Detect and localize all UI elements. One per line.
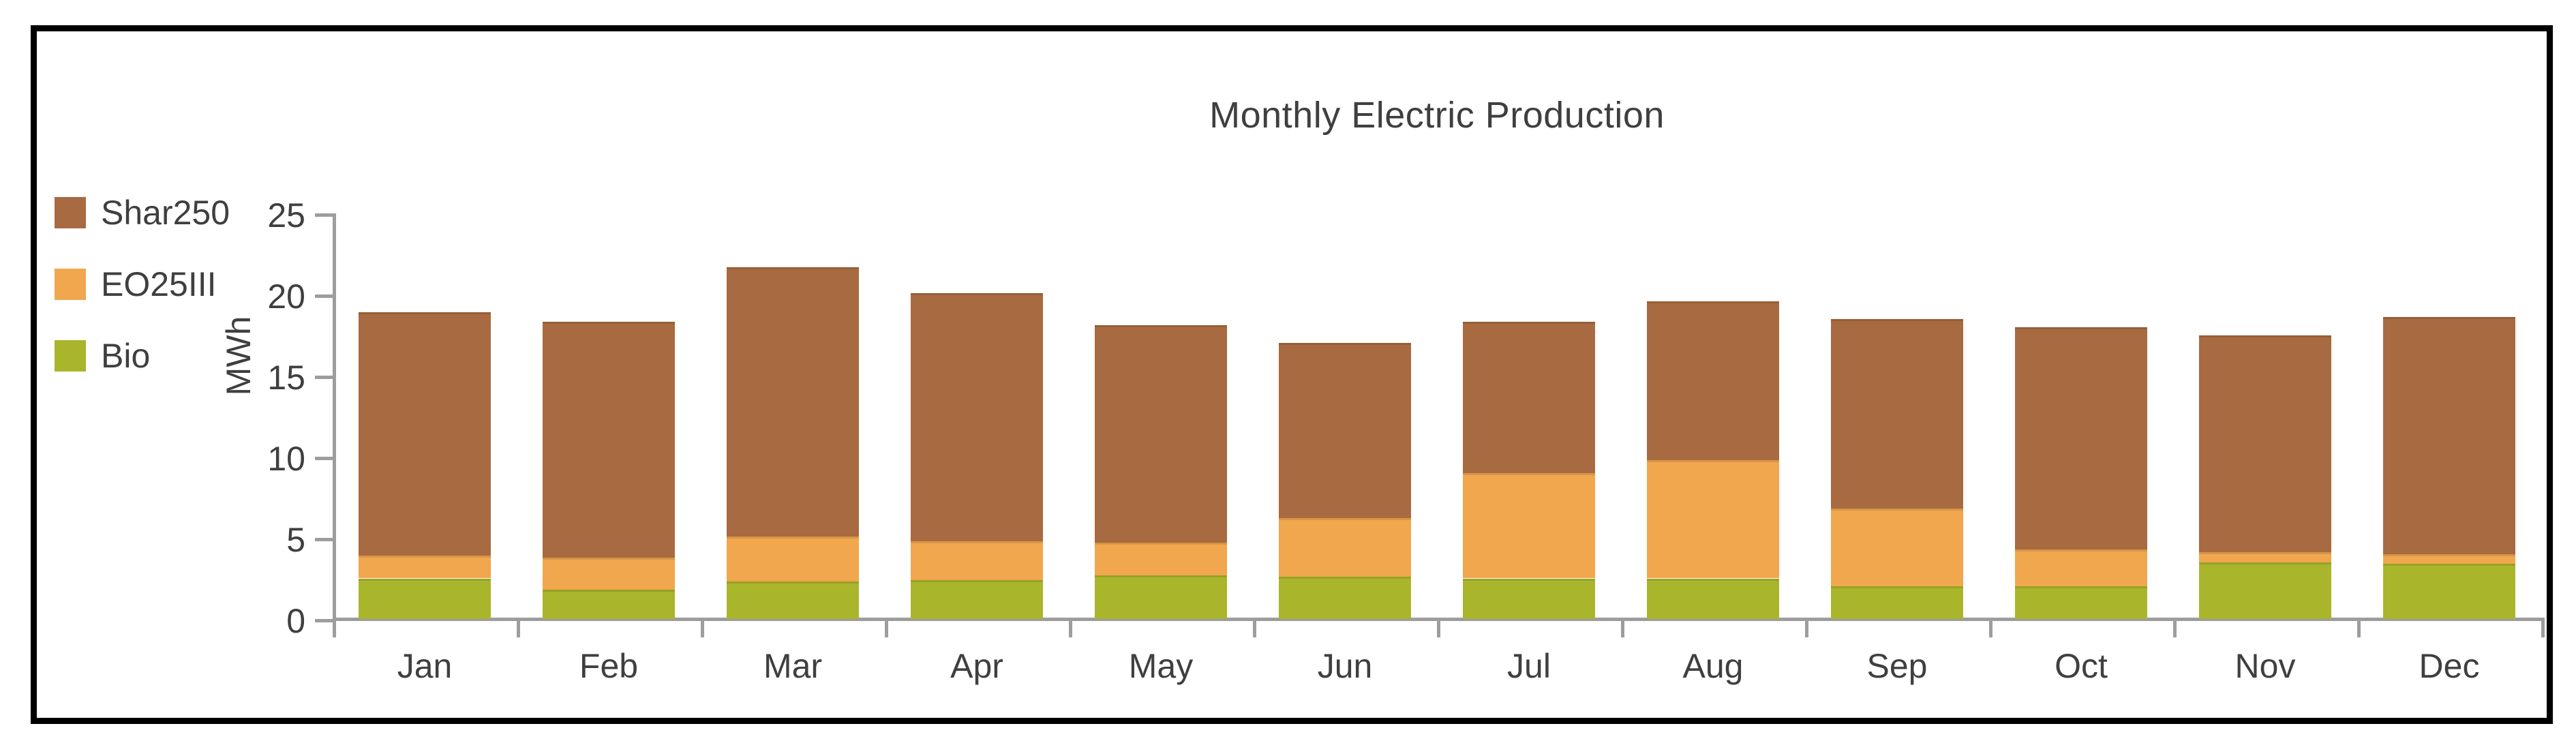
- x-category-label: Nov: [2234, 647, 2296, 685]
- x-category-label: May: [1128, 647, 1194, 685]
- legend-swatch-shar250: [55, 197, 86, 228]
- legend-swatch-bio: [55, 340, 86, 372]
- x-category-label: Dec: [2419, 647, 2480, 685]
- y-tick-mark: [315, 538, 333, 541]
- bar-segment-shar250-sep: [1831, 318, 1963, 509]
- bar-segment-eo25iii-mar: [727, 536, 859, 582]
- bar-segment-shar250-oct: [2015, 327, 2147, 549]
- bar-segment-eo25iii-dec: [2383, 554, 2515, 564]
- x-tick-mark: [885, 619, 888, 637]
- bar-segment-shar250-dec: [2383, 317, 2515, 554]
- y-tick-label: 15: [267, 359, 305, 397]
- x-category-label: Mar: [763, 647, 823, 685]
- bar-segment-eo25iii-oct: [2015, 549, 2147, 587]
- bar-segment-eo25iii-may: [1095, 543, 1227, 575]
- y-tick-label: 10: [267, 440, 305, 478]
- y-tick-label: 20: [267, 277, 305, 316]
- bar-segment-shar250-jun: [1279, 343, 1411, 519]
- bar-segment-shar250-mar: [727, 267, 859, 536]
- legend-item-shar250: Shar250: [55, 193, 230, 232]
- bar-segment-bio-jan: [359, 578, 491, 619]
- x-tick-mark: [2357, 619, 2361, 637]
- x-tick-mark: [2173, 619, 2177, 637]
- bar-segment-eo25iii-jan: [359, 556, 491, 579]
- legend-item-bio: Bio: [55, 336, 150, 376]
- x-tick-mark: [333, 619, 336, 637]
- x-tick-mark: [1805, 619, 1808, 637]
- bar-segment-shar250-apr: [911, 292, 1043, 541]
- y-tick-mark: [315, 294, 333, 298]
- x-category-label: Jun: [1317, 647, 1373, 685]
- x-category-label: Sep: [1866, 647, 1928, 685]
- y-tick-mark: [315, 213, 333, 217]
- x-tick-mark: [517, 619, 520, 637]
- legend-swatch-eo25iii: [55, 269, 86, 300]
- bar-segment-bio-feb: [543, 590, 675, 619]
- bar-segment-eo25iii-sep: [1831, 509, 1963, 587]
- bar-segment-bio-dec: [2383, 564, 2515, 619]
- bar-segment-shar250-aug: [1647, 301, 1779, 460]
- y-tick-label: 5: [286, 521, 305, 559]
- chart-title: Monthly Electric Production: [1209, 95, 1665, 136]
- bar-segment-shar250-jan: [359, 312, 491, 556]
- x-tick-mark: [1989, 619, 1992, 637]
- bar-segment-bio-jul: [1463, 578, 1595, 619]
- bar-segment-shar250-nov: [2199, 335, 2331, 553]
- bar-segment-eo25iii-feb: [543, 557, 675, 590]
- bar-segment-bio-oct: [2015, 586, 2147, 619]
- bar-segment-bio-may: [1095, 575, 1227, 619]
- bar-segment-shar250-may: [1095, 325, 1227, 543]
- legend-label: EO25III: [101, 265, 217, 303]
- x-tick-mark: [1437, 619, 1440, 637]
- y-axis-line: [333, 213, 336, 620]
- x-category-label: Aug: [1682, 647, 1744, 685]
- legend-label: Bio: [101, 337, 151, 375]
- bar-segment-eo25iii-apr: [911, 541, 1043, 580]
- bar-segment-bio-jun: [1279, 577, 1411, 619]
- x-category-label: Apr: [950, 647, 1003, 685]
- bar-segment-bio-mar: [727, 581, 859, 619]
- x-tick-mark: [1069, 619, 1072, 637]
- bar-segment-bio-aug: [1647, 578, 1779, 619]
- legend-item-eo25iii: EO25III: [55, 264, 217, 304]
- x-category-label: Oct: [2055, 647, 2108, 685]
- x-category-label: Jan: [397, 647, 453, 685]
- y-tick-label: 0: [286, 602, 305, 640]
- bar-segment-shar250-jul: [1463, 322, 1595, 473]
- bar-segment-eo25iii-nov: [2199, 552, 2331, 562]
- x-tick-mark: [2541, 619, 2545, 637]
- x-tick-mark: [701, 619, 704, 637]
- y-tick-mark: [315, 457, 333, 460]
- y-tick-mark: [315, 619, 333, 622]
- bar-segment-eo25iii-jun: [1279, 518, 1411, 577]
- bar-segment-eo25iii-jul: [1463, 472, 1595, 579]
- bar-segment-bio-sep: [1831, 586, 1963, 619]
- y-tick-mark: [315, 376, 333, 379]
- legend-label: Shar250: [101, 194, 230, 232]
- bar-segment-shar250-feb: [543, 322, 675, 558]
- x-category-label: Feb: [579, 647, 639, 685]
- y-tick-label: 25: [267, 196, 305, 235]
- x-tick-mark: [1621, 619, 1624, 637]
- x-category-label: Jul: [1507, 647, 1551, 685]
- x-tick-mark: [1253, 619, 1256, 637]
- bar-segment-bio-nov: [2199, 562, 2331, 619]
- bar-segment-bio-apr: [911, 579, 1043, 619]
- bar-segment-eo25iii-aug: [1647, 459, 1779, 579]
